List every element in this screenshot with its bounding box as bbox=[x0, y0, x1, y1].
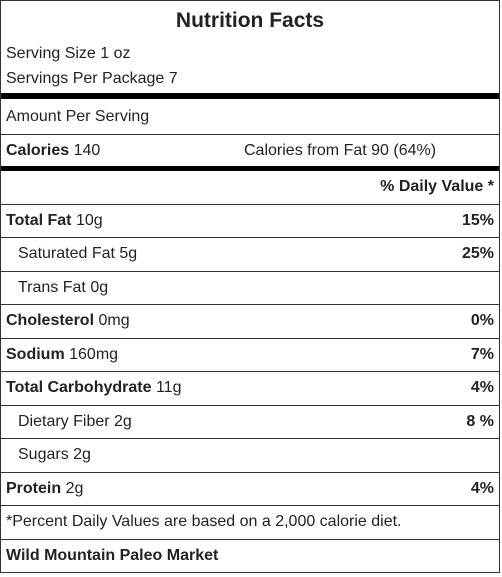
daily-value: 8 % bbox=[466, 412, 494, 430]
daily-value: 25% bbox=[461, 245, 494, 262]
nutrient-row: Dietary Fiber 2g 8 % bbox=[1, 406, 499, 439]
nutrient-amount: 0g bbox=[90, 278, 109, 296]
nutrient-row: Trans Fat 0g bbox=[1, 272, 499, 305]
nutrient-name: Protein bbox=[6, 479, 62, 497]
nutrient-cell: Dietary Fiber 2g bbox=[6, 406, 132, 439]
nutrient-cell: Trans Fat 0g bbox=[6, 272, 108, 305]
amount-row: Amount Per Serving bbox=[1, 99, 499, 135]
nutrient-row: Total Fat 10g 15% bbox=[1, 205, 499, 238]
nutrient-cell: Saturated Fat 5g bbox=[6, 238, 137, 271]
nutrient-amount: 2g bbox=[114, 412, 132, 430]
nutrient-name: Trans Fat bbox=[18, 278, 86, 296]
nutrient-amount: 160mg bbox=[69, 345, 119, 363]
nutrient-cell: Cholesterol 0mg bbox=[6, 305, 130, 338]
daily-value-header: % Daily Value * bbox=[380, 178, 494, 195]
nutrient-amount: 5g bbox=[119, 245, 138, 262]
nutrient-name: Cholesterol bbox=[6, 312, 95, 329]
servings-per-package: Servings Per Package 7 bbox=[6, 70, 178, 87]
thick-rule bbox=[1, 93, 499, 99]
nutrient-name: Sodium bbox=[6, 345, 65, 363]
nutrient-rows: Total Fat 10g 15% Saturated Fat 5g 25% Trans… bbox=[1, 205, 499, 506]
nutrient-name: Saturated Fat bbox=[18, 245, 115, 262]
nutrient-cell: Protein 2g bbox=[6, 473, 83, 506]
nutrient-row: Cholesterol 0mg 0% bbox=[1, 305, 499, 339]
nutrient-amount: 10g bbox=[75, 211, 103, 229]
daily-value: 4% bbox=[470, 479, 494, 497]
nutrient-row: Sodium 160mg 7% bbox=[1, 339, 499, 372]
nutrient-amount: 11g bbox=[155, 379, 182, 396]
serving-size: Serving Size 1 oz bbox=[6, 45, 131, 62]
calories-value: 140 bbox=[73, 142, 101, 159]
serving-info: Serving Size 1 oz Servings Per Package 7 bbox=[1, 41, 499, 93]
nutrient-row: Total Carbohydrate 11g 4% bbox=[1, 372, 499, 406]
dv-header-row: % Daily Value * bbox=[1, 171, 499, 205]
nutrient-cell: Total Carbohydrate 11g bbox=[6, 372, 181, 405]
title: Nutrition Facts bbox=[175, 9, 325, 32]
nutrient-name: Sugars bbox=[18, 446, 69, 463]
nutrient-amount: 0mg bbox=[98, 312, 130, 329]
footnote: *Percent Daily Values are based on a 2,0… bbox=[6, 513, 402, 530]
nutrient-amount: 2g bbox=[65, 479, 84, 497]
nutrient-amount: 2g bbox=[73, 446, 91, 463]
daily-value: 7% bbox=[470, 345, 494, 363]
calories-label: Calories bbox=[6, 142, 70, 159]
brand: Wild Mountain Paleo Market bbox=[6, 546, 219, 564]
nutrient-name: Total Fat bbox=[6, 211, 72, 229]
amount-per-serving: Amount Per Serving bbox=[6, 108, 150, 125]
thick-rule bbox=[1, 166, 499, 171]
calories-row: Calories 140 Calories from Fat 90 (64%) bbox=[1, 135, 499, 166]
nutrient-row: Sugars 2g bbox=[1, 439, 499, 473]
nutrient-row: Protein 2g 4% bbox=[1, 473, 499, 506]
nutrient-cell: Sugars 2g bbox=[6, 439, 91, 472]
daily-value: 15% bbox=[461, 211, 494, 229]
daily-value: 4% bbox=[470, 379, 494, 396]
calories-from-fat: Calories from Fat 90 (64%) bbox=[244, 142, 437, 159]
nutrient-name: Dietary Fiber bbox=[18, 412, 110, 430]
nutrient-cell: Sodium 160mg bbox=[6, 339, 118, 372]
nutrient-row: Saturated Fat 5g 25% bbox=[1, 238, 499, 272]
brand-row: Wild Mountain Paleo Market bbox=[1, 540, 499, 573]
nutrient-cell: Total Fat 10g bbox=[6, 205, 103, 238]
footnote-row: *Percent Daily Values are based on a 2,0… bbox=[1, 506, 499, 540]
nutrient-name: Total Carbohydrate bbox=[6, 379, 152, 396]
calories-cell: Calories 140 bbox=[6, 135, 244, 166]
daily-value: 0% bbox=[470, 312, 494, 329]
